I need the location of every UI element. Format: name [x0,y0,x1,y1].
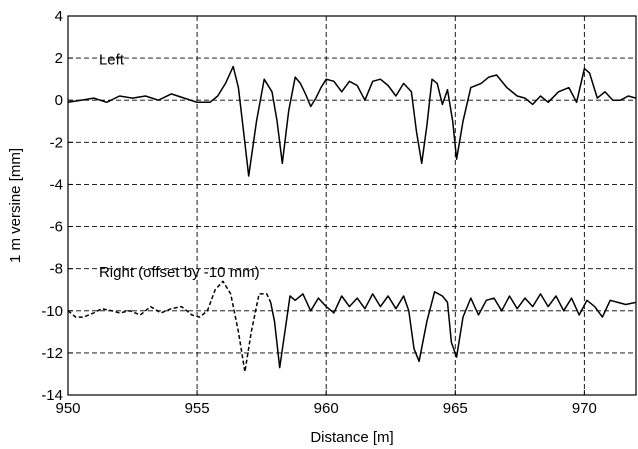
grid-lines [68,16,636,395]
series-layer [67,65,637,373]
y-tick-label: -2 [50,134,63,151]
y-tick-label: 0 [55,92,63,109]
y-tick-label: -12 [41,345,63,362]
y-tick-label: -6 [50,219,63,236]
tick-layer: 950 955 960 965 970 4 2 0 -2 -4 -6 -8 -10 -12 -14 [41,8,597,417]
y-axis-label: 1 m versine [mm] [7,148,24,263]
y-tick-label: -14 [41,387,63,404]
x-tick-label: 955 [185,400,210,417]
x-tick-label: 960 [314,400,339,417]
y-tick-label: -8 [50,261,63,278]
series-line-2 [269,291,637,369]
annotation-left: Left [99,51,125,68]
y-tick-label: 4 [55,8,63,25]
y-tick-label: -4 [50,176,63,193]
x-tick-label: 970 [572,400,597,417]
series-line-1 [67,280,272,373]
plot-frame [67,15,637,396]
x-axis-label: Distance [m] [310,429,393,446]
y-tick-label: 2 [55,50,63,67]
x-tick-label: 965 [443,400,468,417]
series-line-0 [67,65,637,177]
y-tick-label: -10 [41,303,63,320]
x-tick-label: 950 [55,400,80,417]
annotation-right: Right (offset by -10 mm) [99,264,260,281]
